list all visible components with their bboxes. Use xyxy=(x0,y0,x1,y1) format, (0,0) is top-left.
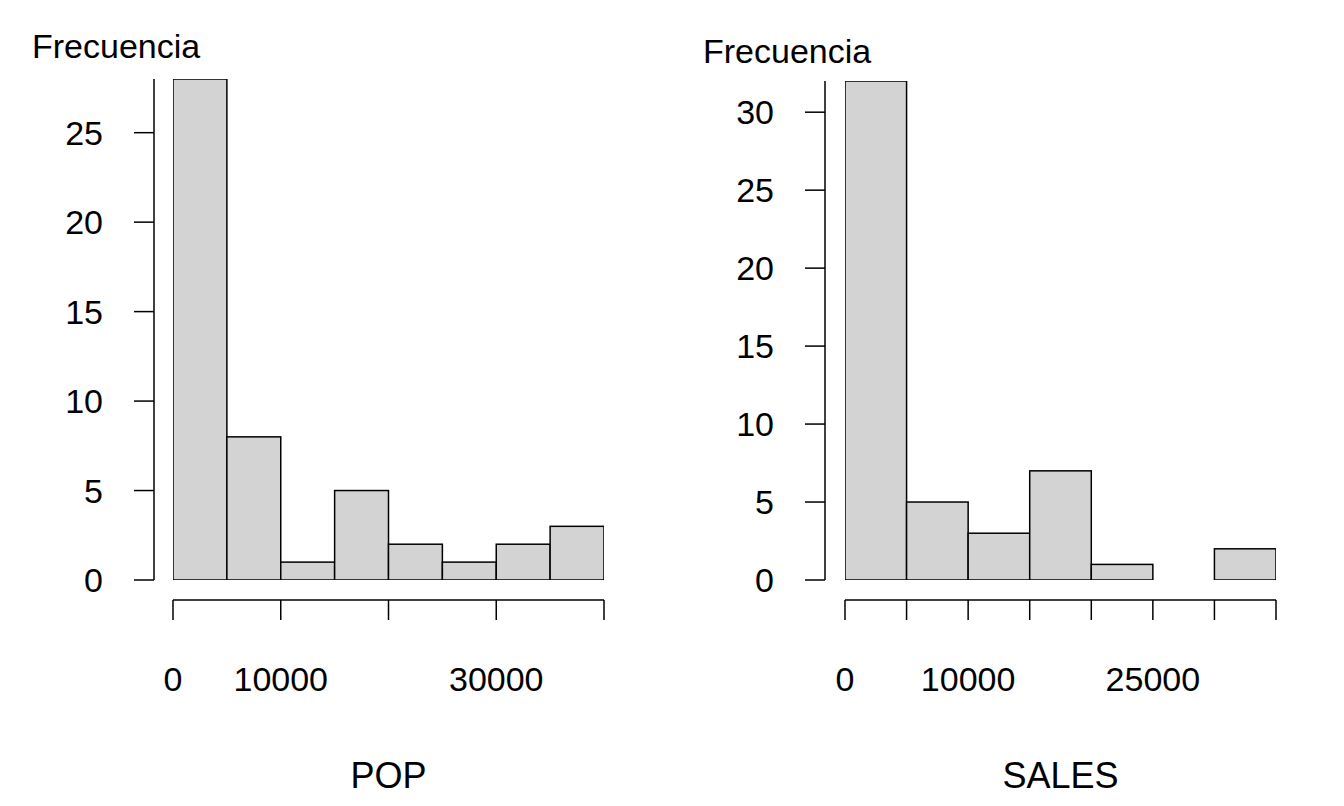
histogram-panel: 0 5 10 15 20 25 0 10000 30000 POP Frecuencia xyxy=(32,27,604,796)
histogram-bar xyxy=(496,544,550,580)
x-tick xyxy=(1091,600,1093,620)
x-tick xyxy=(172,600,174,620)
histogram-bar xyxy=(173,79,227,580)
y-tick xyxy=(134,579,154,581)
y-tick xyxy=(805,579,825,581)
histogram-bar xyxy=(1214,549,1276,580)
x-tick xyxy=(280,600,282,620)
y-tick-label: 30 xyxy=(736,93,774,131)
y-tick xyxy=(134,311,154,313)
histogram-bar xyxy=(442,562,496,580)
y-tick-label: 10 xyxy=(65,382,103,420)
y-axis-title: Frecuencia xyxy=(703,32,871,70)
y-tick xyxy=(134,400,154,402)
y-tick-label: 5 xyxy=(755,483,774,521)
y-axis-line xyxy=(153,79,155,580)
x-tick-label: 0 xyxy=(164,660,183,698)
y-tick-label: 10 xyxy=(736,405,774,443)
y-tick-label: 25 xyxy=(736,171,774,209)
histogram-bar xyxy=(550,526,604,580)
y-tick xyxy=(805,267,825,269)
histogram-panel: 0 5 10 15 20 25 30 0 10000 25000 SALES Frecuencia xyxy=(703,32,1276,796)
y-tick xyxy=(805,501,825,503)
bars xyxy=(173,79,604,580)
chart-root: 0 5 10 15 20 25 0 10000 30000 POP Frecuencia 0 5 10 15… xyxy=(0,0,1344,806)
y-tick-label: 0 xyxy=(755,561,774,599)
y-tick-label: 20 xyxy=(65,203,103,241)
y-tick xyxy=(134,490,154,492)
histogram-bar xyxy=(1091,564,1153,580)
x-axis-line xyxy=(845,599,1276,601)
y-tick xyxy=(805,189,825,191)
x-tick xyxy=(1152,600,1154,620)
x-tick xyxy=(603,600,605,620)
histogram-bar xyxy=(1030,471,1092,580)
y-tick-label: 15 xyxy=(65,293,103,331)
y-tick xyxy=(805,345,825,347)
histogram-bar xyxy=(227,437,281,580)
histogram-bar xyxy=(1153,579,1215,580)
histogram-bar xyxy=(281,562,335,580)
chart-svg: 0 5 10 15 20 25 0 10000 30000 POP Frecuencia 0 5 10 15… xyxy=(0,0,1344,806)
x-tick xyxy=(1214,600,1216,620)
x-axis-title: POP xyxy=(350,755,426,796)
x-tick xyxy=(1029,600,1031,620)
y-tick-label: 25 xyxy=(65,114,103,152)
x-tick-label: 30000 xyxy=(449,660,544,698)
histogram-bar xyxy=(907,502,969,580)
y-tick-label: 20 xyxy=(736,249,774,287)
y-tick-label: 0 xyxy=(84,561,103,599)
bars xyxy=(845,81,1276,580)
x-tick-label: 0 xyxy=(836,660,855,698)
histogram-bar xyxy=(335,491,389,580)
x-tick xyxy=(906,600,908,620)
x-tick xyxy=(496,600,498,620)
x-tick xyxy=(1275,600,1277,620)
x-tick-label: 10000 xyxy=(921,660,1016,698)
histogram-bar xyxy=(845,81,907,580)
x-tick xyxy=(967,600,969,620)
y-tick-label: 5 xyxy=(84,472,103,510)
y-tick xyxy=(134,132,154,134)
y-tick xyxy=(805,423,825,425)
x-tick-label: 10000 xyxy=(233,660,328,698)
x-tick-label: 25000 xyxy=(1106,660,1201,698)
histogram-bar xyxy=(968,533,1030,580)
histogram-bar xyxy=(389,544,443,580)
x-axis-title: SALES xyxy=(1002,755,1118,796)
y-axis-line xyxy=(824,81,826,580)
y-tick xyxy=(134,221,154,223)
x-tick xyxy=(388,600,390,620)
y-tick xyxy=(805,111,825,113)
y-tick-label: 15 xyxy=(736,327,774,365)
y-axis-title: Frecuencia xyxy=(32,27,200,65)
x-tick xyxy=(844,600,846,620)
